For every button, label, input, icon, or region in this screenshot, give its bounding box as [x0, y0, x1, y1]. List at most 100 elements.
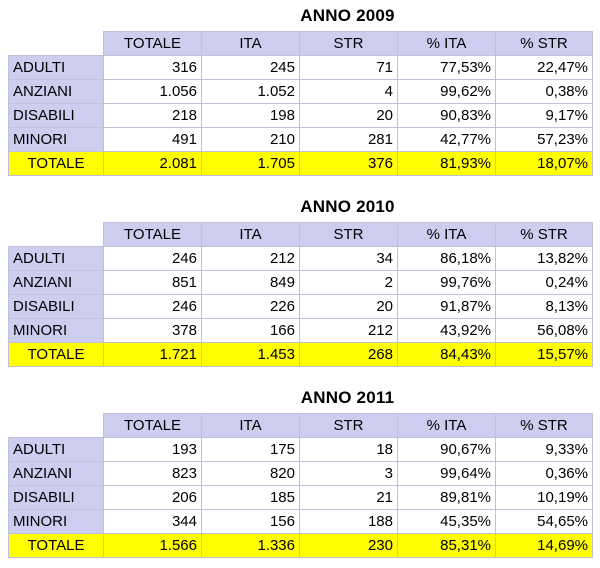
cell: 193 — [103, 437, 202, 462]
table-block-2010: ANNO 2010 TOTALE ITA STR % ITA % STR ADU… — [8, 197, 593, 367]
cell: 8,13% — [495, 294, 593, 319]
cell: 316 — [103, 55, 202, 80]
row-label: DISABILI — [8, 103, 104, 128]
row-label: ANZIANI — [8, 79, 104, 104]
row-label: ANZIANI — [8, 270, 104, 295]
cell: 34 — [299, 246, 398, 271]
cell: 156 — [201, 509, 300, 534]
table-row: ANZIANI 1.056 1.052 4 99,62% 0,38% — [8, 79, 593, 104]
cell: 849 — [201, 270, 300, 295]
column-header: % ITA — [397, 413, 496, 438]
table-row: DISABILI 246 226 20 91,87% 8,13% — [8, 294, 593, 319]
total-cell: 15,57% — [495, 342, 593, 367]
total-cell: 1.453 — [201, 342, 300, 367]
total-label: TOTALE — [8, 533, 104, 558]
cell: 0,38% — [495, 79, 593, 104]
cell: 820 — [201, 461, 300, 486]
cell: 246 — [103, 246, 202, 271]
table-row: ADULTI 316 245 71 77,53% 22,47% — [8, 55, 593, 80]
cell: 99,76% — [397, 270, 496, 295]
total-cell: 230 — [299, 533, 398, 558]
data-table-2010: TOTALE ITA STR % ITA % STR ADULTI 246 21… — [8, 222, 593, 367]
column-header: % STR — [495, 222, 593, 247]
total-cell: 1.336 — [201, 533, 300, 558]
column-header: ITA — [201, 31, 300, 56]
cell: 0,24% — [495, 270, 593, 295]
cell: 54,65% — [495, 509, 593, 534]
cell: 851 — [103, 270, 202, 295]
total-cell: 376 — [299, 151, 398, 176]
cell: 281 — [299, 127, 398, 152]
cell: 210 — [201, 127, 300, 152]
total-cell: 85,31% — [397, 533, 496, 558]
cell: 245 — [201, 55, 300, 80]
total-cell: 1.721 — [103, 342, 202, 367]
row-label: MINORI — [8, 509, 104, 534]
total-cell: 81,93% — [397, 151, 496, 176]
table-row: ADULTI 246 212 34 86,18% 13,82% — [8, 246, 593, 271]
total-row: TOTALE 2.081 1.705 376 81,93% 18,07% — [8, 151, 593, 176]
cell: 3 — [299, 461, 398, 486]
cell: 13,82% — [495, 246, 593, 271]
cell: 166 — [201, 318, 300, 343]
column-header: TOTALE — [103, 31, 202, 56]
column-header: % ITA — [397, 222, 496, 247]
total-cell: 18,07% — [495, 151, 593, 176]
row-label: ADULTI — [8, 437, 104, 462]
cell: 1.056 — [103, 79, 202, 104]
row-label: MINORI — [8, 318, 104, 343]
header-row: TOTALE ITA STR % ITA % STR — [8, 413, 593, 438]
table-title: ANNO 2011 — [300, 388, 395, 407]
data-table-2009: TOTALE ITA STR % ITA % STR ADULTI 316 24… — [8, 31, 593, 176]
cell: 206 — [103, 485, 202, 510]
cell: 246 — [103, 294, 202, 319]
row-label: MINORI — [8, 127, 104, 152]
row-label: DISABILI — [8, 294, 104, 319]
cell: 9,33% — [495, 437, 593, 462]
cell: 20 — [299, 294, 398, 319]
column-header: STR — [299, 222, 398, 247]
cell: 212 — [201, 246, 300, 271]
cell: 212 — [299, 318, 398, 343]
table-row: MINORI 344 156 188 45,35% 54,65% — [8, 509, 593, 534]
column-header: % ITA — [397, 31, 496, 56]
row-label: DISABILI — [8, 485, 104, 510]
header-row: TOTALE ITA STR % ITA % STR — [8, 222, 593, 247]
cell: 90,67% — [397, 437, 496, 462]
cell: 198 — [201, 103, 300, 128]
column-header: % STR — [495, 413, 593, 438]
total-label: TOTALE — [8, 342, 104, 367]
data-table-2011: TOTALE ITA STR % ITA % STR ADULTI 193 17… — [8, 413, 593, 558]
row-label: ADULTI — [8, 55, 104, 80]
cell: 89,81% — [397, 485, 496, 510]
column-header: ITA — [201, 413, 300, 438]
table-title: ANNO 2010 — [300, 197, 395, 216]
cell: 21 — [299, 485, 398, 510]
cell: 43,92% — [397, 318, 496, 343]
cell: 99,64% — [397, 461, 496, 486]
cell: 0,36% — [495, 461, 593, 486]
column-header: TOTALE — [103, 413, 202, 438]
column-header: STR — [299, 31, 398, 56]
cell: 2 — [299, 270, 398, 295]
column-header: STR — [299, 413, 398, 438]
total-cell: 1.705 — [201, 151, 300, 176]
cell: 20 — [299, 103, 398, 128]
cell: 175 — [201, 437, 300, 462]
cell: 823 — [103, 461, 202, 486]
cell: 9,17% — [495, 103, 593, 128]
total-row: TOTALE 1.566 1.336 230 85,31% 14,69% — [8, 533, 593, 558]
corner-cell — [8, 31, 104, 56]
cell: 218 — [103, 103, 202, 128]
cell: 71 — [299, 55, 398, 80]
corner-cell — [8, 222, 104, 247]
table-row: DISABILI 218 198 20 90,83% 9,17% — [8, 103, 593, 128]
cell: 226 — [201, 294, 300, 319]
table-row: ANZIANI 851 849 2 99,76% 0,24% — [8, 270, 593, 295]
table-row: MINORI 378 166 212 43,92% 56,08% — [8, 318, 593, 343]
total-cell: 1.566 — [103, 533, 202, 558]
cell: 22,47% — [495, 55, 593, 80]
table-block-2009: ANNO 2009 TOTALE ITA STR % ITA % STR ADU… — [8, 6, 593, 176]
table-row: ADULTI 193 175 18 90,67% 9,33% — [8, 437, 593, 462]
corner-cell — [8, 413, 104, 438]
